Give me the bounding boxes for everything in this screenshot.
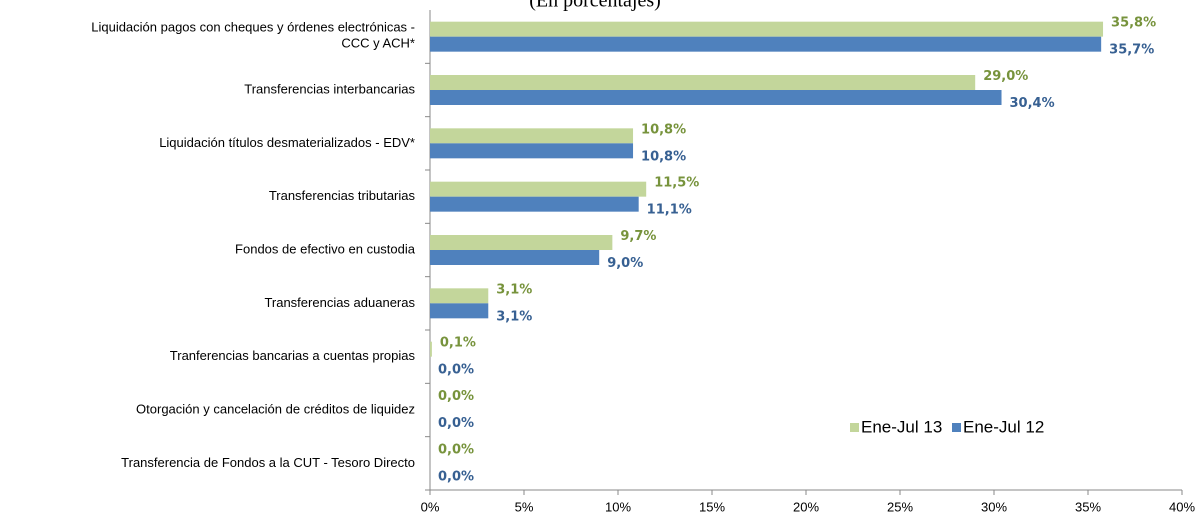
value-label: 9,0% <box>607 256 643 271</box>
y-tick-label: Fondos de efectivo en custodia <box>235 241 416 256</box>
chart-subtitle: (En porcentajes) <box>529 0 661 12</box>
bar <box>430 196 639 212</box>
legend-swatch <box>850 423 859 432</box>
x-tick-label: 5% <box>515 499 534 514</box>
bar <box>430 341 432 357</box>
x-tick-label: 25% <box>887 499 913 514</box>
x-tick-label: 15% <box>699 499 725 514</box>
bar <box>430 235 613 250</box>
value-label: 11,1% <box>647 203 692 218</box>
y-tick-label: Liquidación títulos desmaterializados - … <box>159 135 415 150</box>
value-label: 0,0% <box>438 469 474 484</box>
x-tick-label: 0% <box>421 499 440 514</box>
x-tick-label: 10% <box>605 499 631 514</box>
value-label: 10,8% <box>641 149 686 164</box>
x-tick-label: 20% <box>793 499 819 514</box>
value-label: 3,1% <box>496 309 532 324</box>
value-label: 0,1% <box>440 336 476 351</box>
bar <box>430 303 489 319</box>
bar <box>430 36 1102 52</box>
x-tick-label: 40% <box>1169 499 1195 514</box>
y-tick-label: Otorgación y cancelación de créditos de … <box>136 401 415 416</box>
y-tick-label: Liquidación pagos con cheques y órdenes … <box>91 20 415 51</box>
bar <box>430 250 600 265</box>
bar <box>430 181 647 197</box>
x-tick-label: 30% <box>981 499 1007 514</box>
value-label: 30,4% <box>1010 96 1055 111</box>
y-tick-label: Transferencias interbancarias <box>244 81 415 96</box>
value-label: 35,7% <box>1109 43 1154 58</box>
bar <box>430 128 634 144</box>
value-label: 10,8% <box>641 122 686 137</box>
value-label: 3,1% <box>496 282 532 297</box>
value-label: 0,0% <box>438 442 474 457</box>
value-label: 35,8% <box>1111 16 1156 31</box>
legend-label: Ene-Jul 12 <box>963 417 1044 436</box>
value-label: 29,0% <box>983 69 1028 84</box>
y-tick-label: Tranferencias bancarias a cuentas propia… <box>170 348 416 363</box>
bar <box>430 288 489 304</box>
value-label: 0,0% <box>438 389 474 404</box>
value-label: 11,5% <box>654 176 699 191</box>
legend-label: Ene-Jul 13 <box>861 417 942 436</box>
value-label: 0,0% <box>438 416 474 431</box>
legend-swatch <box>952 423 961 432</box>
bar <box>430 21 1104 37</box>
y-tick-label: Transferencias aduaneras <box>264 295 415 310</box>
value-label: 9,7% <box>620 229 656 244</box>
y-tick-label: Transferencias tributarias <box>269 188 416 203</box>
bar <box>430 143 634 159</box>
x-tick-label: 35% <box>1075 499 1101 514</box>
bar <box>430 75 976 90</box>
value-label: 0,0% <box>438 363 474 378</box>
bar <box>430 90 1002 105</box>
y-tick-label: Transferencia de Fondos a la CUT - Tesor… <box>121 455 415 470</box>
